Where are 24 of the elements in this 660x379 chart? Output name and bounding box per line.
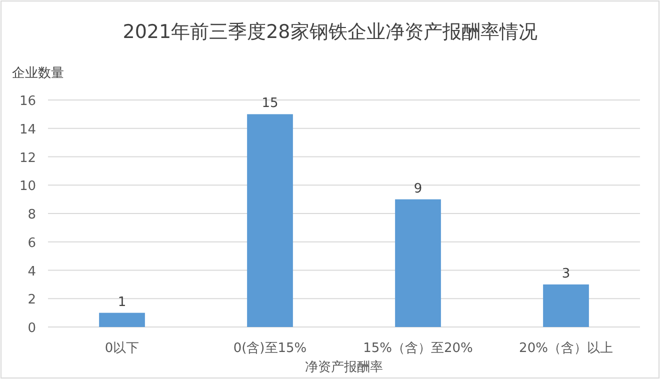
- x-tick-label: 15%（含）至20%: [363, 341, 473, 356]
- bar: [543, 284, 589, 327]
- y-tick-label: 8: [28, 208, 36, 222]
- data-label: 1: [118, 294, 126, 310]
- data-label: 15: [262, 96, 278, 112]
- chart-title: 2021年前三季度28家钢铁企业净资产报酬率情况: [122, 21, 538, 43]
- data-label: 3: [562, 266, 570, 282]
- bar: [99, 312, 145, 327]
- bar: [395, 199, 441, 327]
- x-axis-title: 净资产报酬率: [305, 359, 383, 375]
- y-tick-label: 2: [28, 292, 36, 308]
- x-tick-label: 0(含)至15%: [233, 341, 307, 356]
- y-axis-title: 企业数量: [12, 66, 64, 81]
- y-tick-label: 16: [19, 94, 36, 109]
- data-label: 9: [414, 181, 422, 196]
- y-tick-label: 12: [19, 150, 36, 166]
- y-tick-label: 4: [28, 264, 36, 280]
- x-tick-label: 20%（含）以上: [519, 341, 613, 356]
- y-tick-label: 0: [28, 321, 36, 336]
- y-tick-label: 10: [19, 179, 36, 194]
- y-tick-label: 6: [28, 236, 36, 251]
- bar: [247, 114, 293, 327]
- y-tick-label: 14: [19, 122, 36, 138]
- x-tick-label: 0以下: [104, 341, 140, 356]
